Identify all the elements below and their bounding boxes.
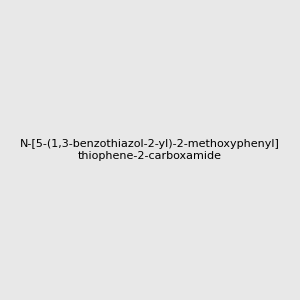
Text: N-[5-(1,3-benzothiazol-2-yl)-2-methoxyphenyl]
thiophene-2-carboxamide: N-[5-(1,3-benzothiazol-2-yl)-2-methoxyph…: [20, 139, 280, 161]
